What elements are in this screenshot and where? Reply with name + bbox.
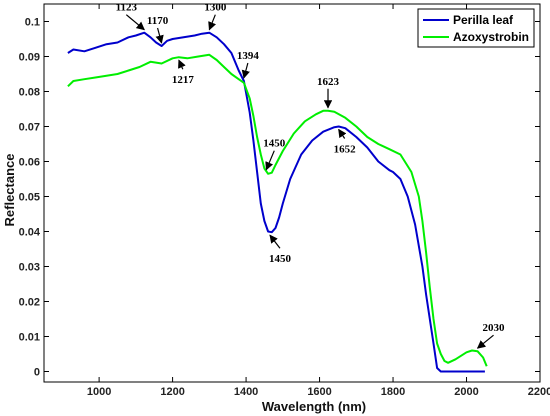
legend: Perilla leaf Azoxystrobin (417, 8, 535, 48)
series-line-0 (67, 31, 485, 373)
y-tick-label: 0.07 (19, 122, 40, 134)
plot-area (43, 3, 541, 383)
y-tick-label: 0.09 (19, 52, 40, 64)
annotation-label: 1450 (269, 253, 292, 265)
annotation-label: 1300 (204, 2, 227, 14)
y-tick-label: 0.04 (19, 227, 41, 239)
annotations: 1123 1170 1300 1394 1217 1450 1623 1652 1450 2030 (116, 2, 505, 349)
x-axis-label: Wavelength (nm) (262, 399, 366, 414)
annotation-label: 1450 (263, 138, 286, 150)
x-tick-label: 1200 (160, 386, 184, 398)
annotation-arrow (125, 14, 145, 31)
legend-box (417, 8, 535, 48)
y-tick-label: 0.1 (25, 17, 40, 29)
series-line-1 (67, 53, 488, 367)
y-tick-label: 0 (34, 367, 40, 379)
axis-ticks: 1000 1200 1400 1600 1800 2000 2200 0 0.01 0.02 0.0… (19, 4, 550, 398)
annotation-arrow (338, 128, 347, 139)
annotation-arrow (265, 150, 275, 171)
annotation-label: 1170 (147, 15, 169, 27)
y-tick-label: 0.02 (19, 297, 40, 309)
y-axis-label: Reflectance (2, 154, 17, 227)
y-tick-label: 0.06 (19, 157, 40, 169)
annotation-arrow (241, 62, 250, 79)
annotation-label: 2030 (483, 322, 506, 334)
legend-label-azoxystrobin: Azoxystrobin (453, 30, 529, 44)
annotation-arrow (208, 14, 217, 31)
annotation-label: 1623 (317, 76, 340, 88)
annotation-arrow (155, 27, 164, 44)
x-tick-label: 2000 (454, 386, 478, 398)
plot-frame (43, 3, 541, 383)
annotation-arrow (476, 334, 494, 349)
annotation-label: 1217 (172, 74, 195, 86)
y-tick-label: 0.03 (19, 262, 40, 274)
x-tick-label: 2200 (528, 386, 550, 398)
annotation-arrow (178, 59, 186, 70)
x-tick-label: 1400 (234, 386, 258, 398)
series-group (67, 31, 488, 373)
annotation-label: 1123 (116, 2, 138, 14)
legend-label-perilla: Perilla leaf (453, 13, 514, 27)
y-tick-label: 0.05 (19, 192, 40, 204)
x-tick-label: 1800 (381, 386, 405, 398)
x-tick-label: 1000 (87, 386, 111, 398)
y-tick-label: 0.01 (19, 332, 40, 344)
annotation-label: 1652 (334, 144, 357, 156)
x-tick-label: 1600 (307, 386, 331, 398)
y-tick-label: 0.08 (19, 87, 40, 99)
annotation-label: 1394 (237, 50, 260, 62)
annotation-arrow (269, 234, 281, 249)
